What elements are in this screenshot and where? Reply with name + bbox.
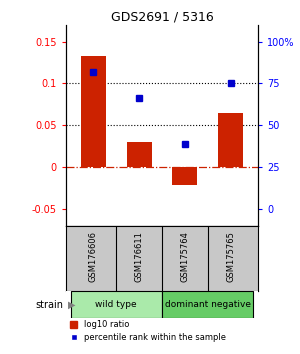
Text: GSM175765: GSM175765	[226, 231, 235, 282]
Bar	[162, 291, 254, 318]
Text: GSM176611: GSM176611	[135, 231, 144, 282]
Bar	[70, 291, 162, 318]
Text: strain: strain	[35, 299, 63, 310]
Text: ▶: ▶	[68, 299, 75, 310]
Bar	[81, 56, 106, 167]
Bar	[127, 142, 152, 167]
Title: GDS2691 / 5316: GDS2691 / 5316	[111, 11, 213, 24]
Text: GSM176606: GSM176606	[89, 231, 98, 282]
Bar	[172, 167, 197, 185]
Bar	[218, 113, 243, 167]
Text: dominant negative: dominant negative	[165, 300, 251, 309]
Text: GSM175764: GSM175764	[180, 231, 189, 282]
Legend: log10 ratio, percentile rank within the sample: log10 ratio, percentile rank within the …	[70, 320, 226, 342]
Text: wild type: wild type	[95, 300, 137, 309]
